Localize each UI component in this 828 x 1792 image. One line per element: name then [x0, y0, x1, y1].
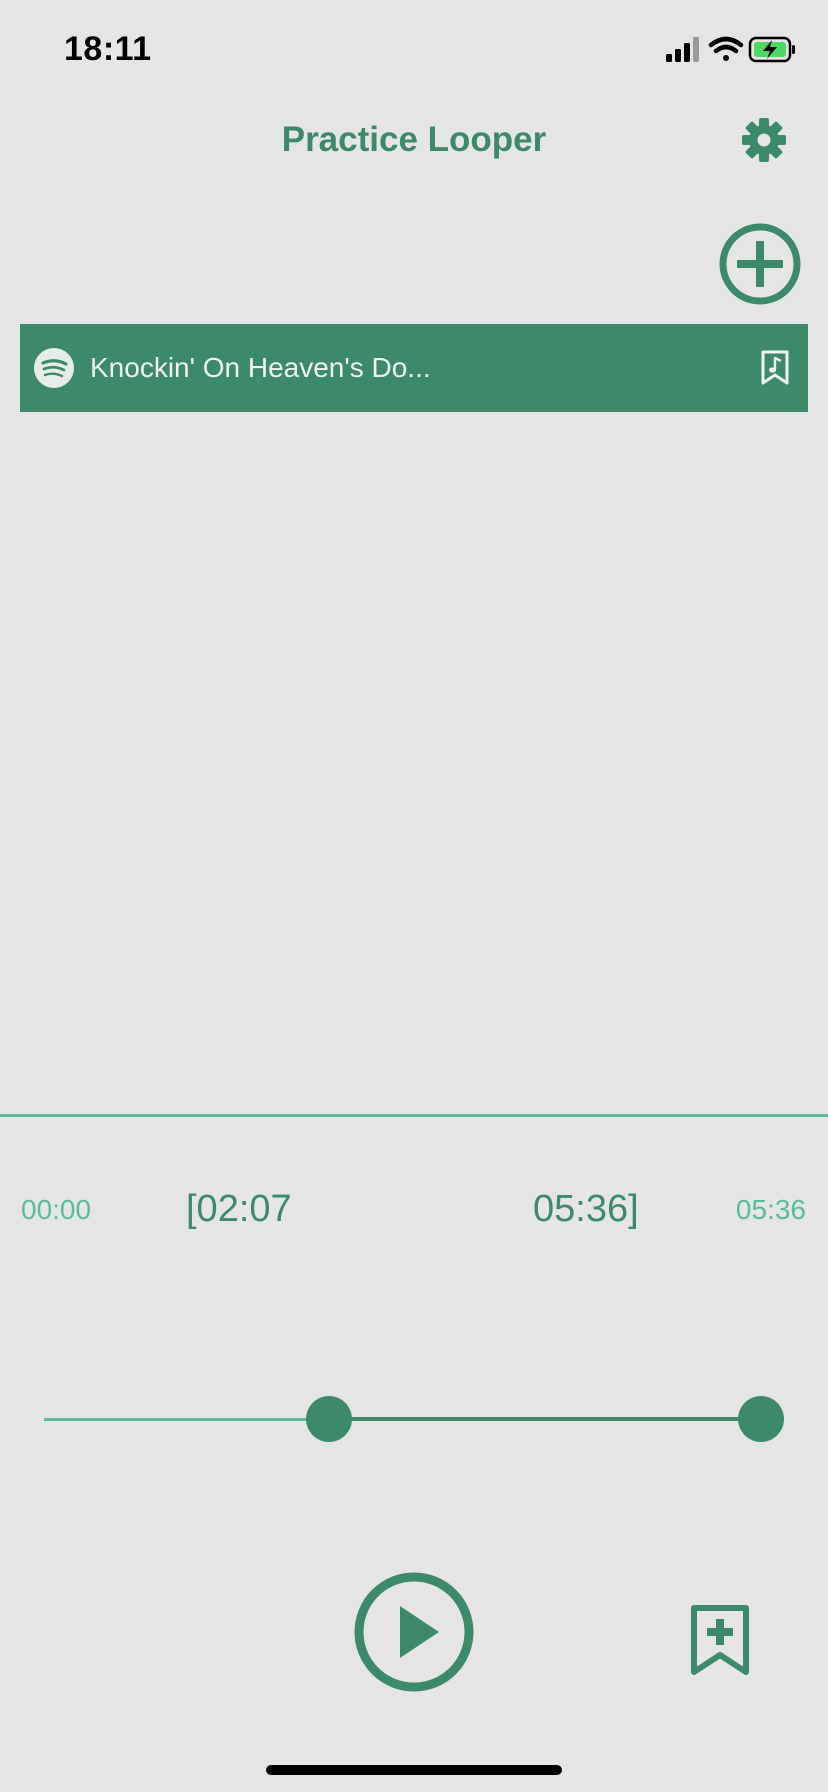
song-list-item[interactable]: Knockin' On Heaven's Do...	[20, 324, 808, 412]
plus-circle-icon	[719, 223, 801, 305]
loop-start-handle[interactable]	[306, 1396, 353, 1442]
song-title: Knockin' On Heaven's Do...	[90, 352, 431, 383]
track-end-time: 05:36	[735, 1194, 806, 1225]
slider-track-before-loop	[44, 1418, 330, 1421]
music-bookmark-icon[interactable]	[760, 350, 790, 386]
gear-icon[interactable]	[740, 116, 788, 164]
cellular-signal-icon	[666, 37, 699, 62]
loop-end-handle[interactable]	[738, 1396, 784, 1442]
loop-start-time: [02:07	[186, 1188, 292, 1230]
status-time: 18:11	[64, 30, 152, 68]
track-start-time: 00:00	[21, 1194, 92, 1225]
spotify-icon	[34, 348, 74, 388]
add-bookmark-button[interactable]	[690, 1604, 750, 1678]
add-song-button[interactable]	[718, 222, 802, 306]
loop-range-slider[interactable]	[44, 1396, 784, 1444]
playback-progress-line	[0, 1114, 828, 1117]
loop-end-time: 05:36]	[533, 1188, 639, 1230]
wifi-icon	[708, 36, 744, 61]
play-button[interactable]	[352, 1570, 476, 1694]
home-indicator[interactable]	[266, 1765, 562, 1775]
battery-charging-icon	[748, 36, 795, 63]
slider-track-loop	[329, 1417, 761, 1421]
play-circle-icon	[354, 1572, 474, 1692]
status-icons	[666, 36, 795, 63]
bookmark-plus-icon	[691, 1605, 749, 1675]
page-title: Practice Looper	[281, 120, 547, 159]
